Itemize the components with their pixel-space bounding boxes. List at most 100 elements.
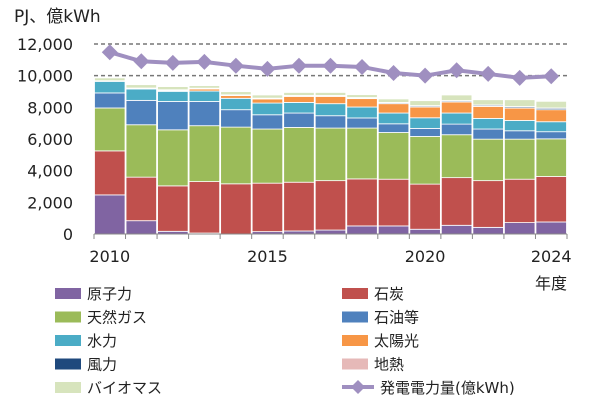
legend-swatch bbox=[55, 335, 81, 346]
bar-segment-5 bbox=[347, 99, 378, 107]
bar-segment-4 bbox=[536, 122, 567, 132]
bar-segment-4 bbox=[410, 118, 441, 129]
legend-swatch bbox=[342, 335, 368, 346]
bar-segment-0 bbox=[347, 226, 378, 234]
bar-segment-0 bbox=[95, 195, 126, 234]
generation-point bbox=[386, 65, 402, 81]
bar-segment-4 bbox=[347, 107, 378, 118]
bar-segment-4 bbox=[252, 103, 283, 115]
bar-segment-1 bbox=[504, 179, 535, 222]
bar-segment-3 bbox=[441, 124, 472, 135]
bar-segment-1 bbox=[536, 177, 567, 222]
bar-segment-0 bbox=[126, 221, 157, 234]
generation-point bbox=[291, 58, 307, 74]
bar-segment-5 bbox=[536, 110, 567, 122]
generation-point bbox=[543, 68, 559, 84]
bar-segment-2 bbox=[126, 125, 157, 177]
bar-segment-3 bbox=[284, 113, 315, 127]
bar-segment-8 bbox=[504, 100, 535, 107]
bar-segment-2 bbox=[378, 133, 409, 180]
bar-segment-3 bbox=[95, 93, 126, 108]
x-tick-label: 2020 bbox=[405, 247, 446, 266]
bar-segment-4 bbox=[473, 118, 504, 129]
bar-segment-0 bbox=[504, 223, 535, 234]
bar-segment-1 bbox=[410, 184, 441, 229]
bar-segment-5 bbox=[378, 104, 409, 113]
generation-point bbox=[512, 70, 528, 86]
bar-segment-2 bbox=[252, 129, 283, 183]
generation-point bbox=[228, 58, 244, 74]
bar-segment-4 bbox=[378, 113, 409, 124]
bar-segment-2 bbox=[158, 130, 189, 186]
bar-segment-4 bbox=[221, 98, 252, 109]
bar-segment-3 bbox=[189, 101, 220, 125]
bar-segment-3 bbox=[158, 101, 189, 129]
y-tick-label: 2,000 bbox=[27, 193, 73, 212]
bar-segment-3 bbox=[410, 128, 441, 136]
bar-segment-2 bbox=[284, 127, 315, 182]
bar-segment-4 bbox=[158, 91, 189, 101]
bar-segment-8 bbox=[284, 92, 315, 95]
bar-segment-5 bbox=[252, 99, 283, 103]
bar-segment-1 bbox=[441, 178, 472, 226]
legend-label: 地熱 bbox=[374, 356, 404, 374]
legend-swatch bbox=[55, 359, 81, 370]
bar-segment-3 bbox=[536, 132, 567, 139]
generation-point bbox=[417, 68, 433, 84]
bar-segment-8 bbox=[441, 95, 472, 101]
bar-segment-4 bbox=[95, 81, 126, 93]
bar-segment-2 bbox=[504, 139, 535, 179]
generation-point bbox=[259, 61, 275, 77]
bar-segment-8 bbox=[95, 78, 126, 81]
bar-segment-1 bbox=[252, 183, 283, 231]
y-tick-label: 8,000 bbox=[27, 98, 73, 117]
x-axis-title: 年度 bbox=[535, 274, 567, 293]
bar-segment-8 bbox=[221, 92, 252, 95]
legend-label: 石油等 bbox=[374, 309, 419, 327]
bar-segment-8 bbox=[473, 100, 504, 105]
bar-segment-4 bbox=[315, 104, 346, 116]
bar-segment-2 bbox=[315, 128, 346, 181]
bar-segment-5 bbox=[315, 96, 346, 103]
bar-segment-5 bbox=[410, 107, 441, 118]
legend-label: 太陽光 bbox=[374, 332, 419, 350]
bar-segment-3 bbox=[315, 116, 346, 128]
legend-label: 天然ガス bbox=[87, 309, 147, 327]
bar-segment-3 bbox=[252, 115, 283, 129]
legend-label: 発電電力量(億kWh) bbox=[380, 379, 515, 397]
generation-point bbox=[196, 54, 212, 70]
legend-label: 石炭 bbox=[374, 285, 404, 303]
legend-label: 水力 bbox=[87, 332, 117, 350]
bar-segment-1 bbox=[221, 184, 252, 234]
bar-segment-2 bbox=[189, 126, 220, 182]
bar-segment-1 bbox=[95, 151, 126, 195]
bar-segment-1 bbox=[284, 182, 315, 231]
bar-segment-8 bbox=[410, 101, 441, 106]
generation-point bbox=[323, 58, 339, 74]
bar-segment-8 bbox=[378, 99, 409, 102]
bar-segment-8 bbox=[158, 87, 189, 90]
bar-segment-8 bbox=[252, 95, 283, 98]
x-tick-label: 2010 bbox=[89, 247, 130, 266]
legend-swatch bbox=[55, 382, 81, 393]
bar-segment-1 bbox=[378, 179, 409, 226]
bar-segment-0 bbox=[410, 229, 441, 234]
legend-swatch bbox=[55, 312, 81, 323]
bar-segment-3 bbox=[378, 124, 409, 133]
bar-segment-8 bbox=[189, 86, 220, 89]
legend-swatch bbox=[342, 359, 368, 370]
bar-segment-4 bbox=[126, 89, 157, 100]
bar-segment-5 bbox=[221, 96, 252, 99]
bar-segment-3 bbox=[473, 129, 504, 139]
legend-swatch bbox=[55, 288, 81, 299]
bar-segment-3 bbox=[504, 131, 535, 139]
bar-segment-4 bbox=[284, 102, 315, 113]
y-tick-label: 12,000 bbox=[17, 35, 73, 54]
y-tick-label: 4,000 bbox=[27, 162, 73, 181]
generation-point bbox=[102, 44, 118, 60]
bar-segment-8 bbox=[536, 101, 567, 108]
bar-segment-0 bbox=[378, 226, 409, 234]
legend-label: 原子力 bbox=[87, 285, 132, 303]
bar-segment-2 bbox=[410, 136, 441, 184]
bar-segment-2 bbox=[473, 139, 504, 180]
